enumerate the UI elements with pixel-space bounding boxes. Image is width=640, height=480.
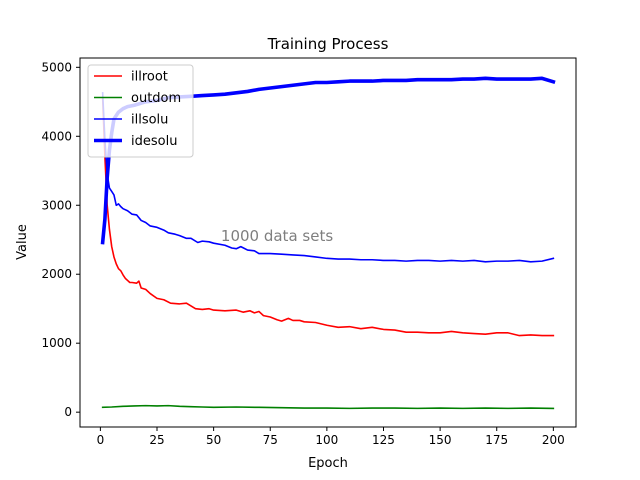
- legend-label-outdom: outdom: [131, 91, 181, 106]
- x-tick-label: 125: [372, 433, 395, 447]
- x-tick-label: 100: [315, 433, 338, 447]
- x-axis-label: Epoch: [308, 456, 348, 471]
- x-tick-label: 0: [97, 433, 105, 447]
- x-tick-label: 150: [429, 433, 452, 447]
- y-tick-label: 0: [64, 405, 72, 419]
- y-tick-label: 5000: [41, 60, 72, 74]
- legend-label-idesolu: idesolu: [131, 134, 177, 149]
- y-tick-label: 1000: [41, 336, 72, 350]
- x-tick-label: 75: [263, 433, 278, 447]
- x-tick-label: 200: [542, 433, 565, 447]
- y-axis-label: Value: [15, 224, 30, 260]
- x-tick-label: 25: [149, 433, 164, 447]
- legend: illroot outdom illsolu idesolu: [87, 64, 194, 158]
- series-line-illroot: [101, 97, 555, 337]
- annotation-layer: 1000 data sets: [221, 227, 333, 245]
- series-line-illsolu: [101, 91, 555, 263]
- chart-title: Training Process: [267, 35, 389, 53]
- legend-label-illroot: illroot: [131, 70, 168, 85]
- x-tick-label: 175: [485, 433, 508, 447]
- y-tick-label: 4000: [41, 129, 72, 143]
- annotation-text: 1000 data sets: [221, 227, 333, 245]
- legend-box: [87, 64, 194, 158]
- axes-frame: [79, 57, 577, 428]
- y-tick-label: 2000: [41, 267, 72, 281]
- series-line-outdom: [101, 404, 555, 410]
- legend-label-illsolu: illsolu: [131, 113, 168, 128]
- y-tick-label: 3000: [41, 198, 72, 212]
- x-tick-label: 50: [206, 433, 221, 447]
- axes-layer: 0 25 50 75 100 125 150 175 200010002000300040005…: [41, 57, 577, 447]
